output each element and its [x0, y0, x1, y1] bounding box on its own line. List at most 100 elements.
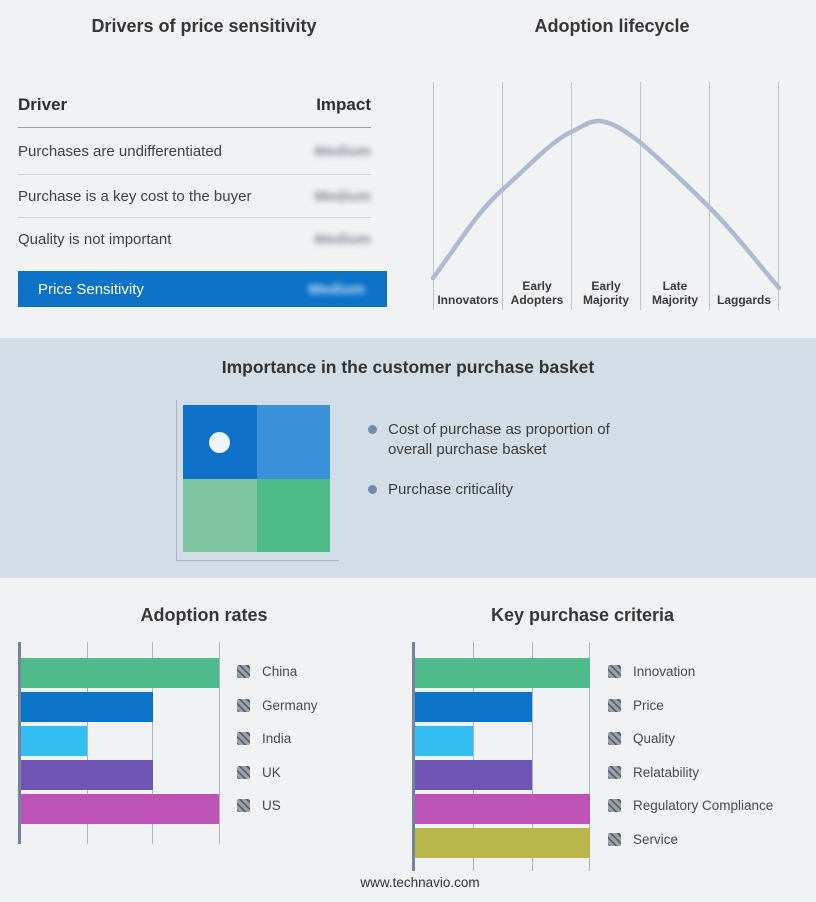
drivers-table-header: Driver Impact [18, 94, 371, 128]
quadrant-matrix [183, 405, 330, 552]
bell-curve-path [430, 118, 782, 291]
impact-column-header: Impact [316, 95, 371, 114]
driver-column-header: Driver [18, 95, 68, 114]
legend-label: Service [633, 831, 679, 847]
stage-label: Early Majority [582, 279, 629, 308]
table-row: Quality is not important Medium [18, 218, 371, 260]
legend-item: Germany [237, 689, 318, 723]
legend-item: US [237, 789, 318, 823]
legend-label: UK [262, 764, 281, 780]
legend-swatch-icon [237, 765, 250, 779]
bar-germany [21, 692, 153, 722]
gridline [219, 642, 220, 844]
gridline [87, 642, 88, 844]
legend-item: Quality [608, 722, 773, 756]
adoption-rates-legend: China Germany India UK US [237, 655, 318, 823]
stage-label: Laggards [716, 293, 771, 308]
driver-cell: Purchase is a key cost to the buyer [18, 187, 252, 205]
bullet-item: Purchase criticality [368, 480, 630, 500]
legend-item: China [237, 655, 318, 689]
bar-relatability [415, 760, 532, 790]
legend-swatch-icon [608, 665, 621, 679]
driver-cell: Quality is not important [18, 230, 172, 248]
bars-area [21, 642, 219, 844]
bell-curve [430, 118, 782, 291]
gridline [532, 642, 533, 871]
gridline [709, 82, 710, 310]
legend-item: Regulatory Compliance [608, 789, 773, 823]
bullet-item: Cost of purchase as proportion of overal… [368, 420, 630, 459]
y-axis [18, 642, 21, 844]
gridline [152, 642, 153, 844]
basket-panel-title: Importance in the customer purchase bask… [221, 357, 595, 377]
key-purchase-criteria-legend: Innovation Price Quality Relatability Re… [608, 655, 773, 856]
impact-cell-obscured: Medium [314, 230, 371, 248]
lifecycle-panel-title: Adoption lifecycle [534, 16, 690, 36]
bar-quality [415, 726, 474, 756]
legend-item: UK [237, 756, 318, 790]
key-purchase-criteria-chart [412, 642, 591, 871]
gridline [502, 82, 503, 310]
legend-item: Price [608, 689, 773, 723]
price-sensitivity-label: Price Sensitivity [38, 280, 144, 298]
legend-swatch-icon [237, 698, 250, 712]
bar-uk [21, 760, 153, 790]
table-row: Purchases are undifferentiated Medium [18, 128, 371, 175]
bar-service [415, 828, 590, 858]
legend-label: China [262, 664, 298, 680]
stage-label: Innovators [437, 293, 499, 308]
legend-label: Regulatory Compliance [633, 798, 774, 814]
price-sensitivity-highlight-row: Price Sensitivity Medium [18, 271, 387, 307]
impact-cell-obscured: Medium [314, 187, 371, 205]
legend-item: India [237, 722, 318, 756]
legend-label: India [262, 731, 292, 747]
legend-swatch-icon [608, 799, 621, 813]
bullet-text: Purchase criticality [388, 481, 514, 498]
bar-innovation [415, 658, 590, 688]
adoption-rates-chart [18, 642, 220, 844]
table-row: Purchase is a key cost to the buyer Medi… [18, 175, 371, 218]
stage-label: Early Adopters [510, 279, 564, 308]
quadrant-axes [176, 400, 339, 561]
bar-price [415, 692, 532, 722]
legend-label: Quality [633, 731, 676, 747]
quadrant-bottom-right [256, 478, 330, 552]
gridline [473, 642, 474, 871]
key-purchase-criteria-title: Key purchase criteria [490, 605, 675, 625]
bullet-icon [368, 425, 377, 434]
y-axis [412, 642, 415, 871]
legend-label: US [262, 798, 281, 814]
adoption-lifecycle-chart: Innovators Early Adopters Early Majority… [425, 82, 785, 310]
bar-regulatory-compliance [415, 794, 590, 824]
bar-us [21, 794, 219, 824]
legend-swatch-icon [608, 698, 621, 712]
gridline [571, 82, 572, 310]
stage-label: Late Majority [651, 279, 698, 308]
bullet-icon [368, 485, 377, 494]
gridline [778, 82, 779, 310]
legend-label: Innovation [633, 664, 696, 680]
legend-label: Relatability [633, 764, 700, 780]
bar-china [21, 658, 219, 688]
legend-swatch-icon [237, 665, 250, 679]
legend-swatch-icon [608, 832, 621, 846]
quadrant-bottom-left [183, 478, 257, 552]
drivers-table: Driver Impact Purchases are undifferenti… [18, 94, 371, 260]
gridline [640, 82, 641, 310]
adoption-rates-title: Adoption rates [140, 605, 268, 625]
position-marker-dot [209, 432, 230, 453]
bars-area [415, 642, 590, 871]
legend-item: Innovation [608, 655, 773, 689]
legend-label: Germany [262, 697, 318, 713]
legend-label: Price [633, 697, 664, 713]
driver-cell: Purchases are undifferentiated [18, 142, 223, 160]
legend-swatch-icon [608, 765, 621, 779]
legend-item: Relatability [608, 756, 773, 790]
impact-cell-obscured: Medium [308, 280, 365, 298]
drivers-panel-title: Drivers of price sensitivity [91, 16, 317, 36]
watermark-text: www.technavio.com [360, 875, 480, 890]
purchase-basket-band: Importance in the customer purchase bask… [0, 338, 816, 578]
gridline [433, 82, 434, 310]
quadrant-top-right [256, 405, 330, 479]
